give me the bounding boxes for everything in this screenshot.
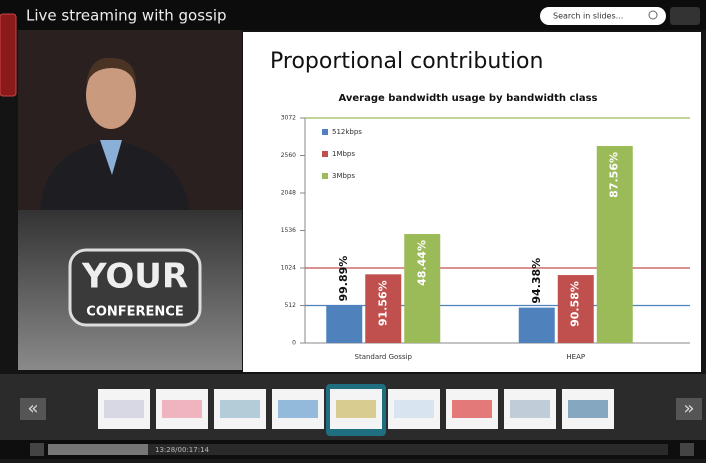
- thumbnail-content: [510, 400, 550, 418]
- thumbnail-content: [220, 400, 260, 418]
- side-tab[interactable]: [0, 14, 16, 96]
- bar: [326, 306, 362, 343]
- chart-title: Average bandwidth usage by bandwidth cla…: [339, 93, 598, 104]
- y-tick-label: 2560: [281, 152, 296, 159]
- bar: [519, 308, 555, 343]
- logo-line1: YOUR: [81, 257, 188, 297]
- y-tick-label: 1536: [281, 227, 296, 234]
- thumbnail-content: [394, 400, 434, 418]
- thumbnail-content: [452, 400, 492, 418]
- percent-label: 99.89%: [337, 256, 350, 302]
- thumbnail-content: [336, 400, 376, 418]
- thumbnails: [98, 384, 614, 436]
- thumbnail-content: [104, 400, 144, 418]
- y-tick-label: 1024: [281, 265, 296, 272]
- legend-swatch: [322, 129, 328, 135]
- x-tick-label: HEAP: [566, 353, 585, 361]
- y-tick-label: 512: [285, 302, 297, 309]
- fullscreen-button[interactable]: [680, 443, 694, 456]
- next-icon: »: [683, 398, 694, 419]
- y-tick-label: 0: [292, 340, 296, 347]
- prev-icon: «: [27, 398, 38, 419]
- legend-label: 3Mbps: [332, 172, 355, 180]
- y-tick-label: 3072: [281, 115, 296, 122]
- search-placeholder: Search in slides...: [553, 12, 623, 21]
- percent-label: 90.58%: [569, 281, 582, 327]
- x-tick-label: Standard Gossip: [355, 353, 413, 361]
- thumbnail-content: [568, 400, 608, 418]
- header-title: Live streaming with gossip: [26, 7, 227, 25]
- thumbnail-content: [278, 400, 318, 418]
- thumbnail-content: [162, 400, 202, 418]
- legend-swatch: [322, 173, 328, 179]
- time: 13:28/00:17:14: [155, 446, 210, 454]
- pause-button[interactable]: [30, 443, 44, 456]
- slide-title: Proportional contribution: [270, 49, 543, 74]
- legend-label: 1Mbps: [332, 150, 355, 158]
- percent-label: 94.38%: [530, 258, 543, 304]
- y-tick-label: 2048: [281, 190, 296, 197]
- logo-line2: CONFERENCE: [86, 305, 183, 320]
- legend-label: 512kbps: [332, 128, 362, 136]
- percent-label: 87.56%: [608, 152, 621, 198]
- share-button[interactable]: [670, 7, 700, 25]
- legend-swatch: [322, 151, 328, 157]
- percent-label: 91.56%: [376, 280, 389, 326]
- percent-label: 48.44%: [415, 240, 428, 286]
- progress-fill: [48, 444, 148, 455]
- player-window: Live streaming with gossip Search in sli…: [0, 0, 706, 459]
